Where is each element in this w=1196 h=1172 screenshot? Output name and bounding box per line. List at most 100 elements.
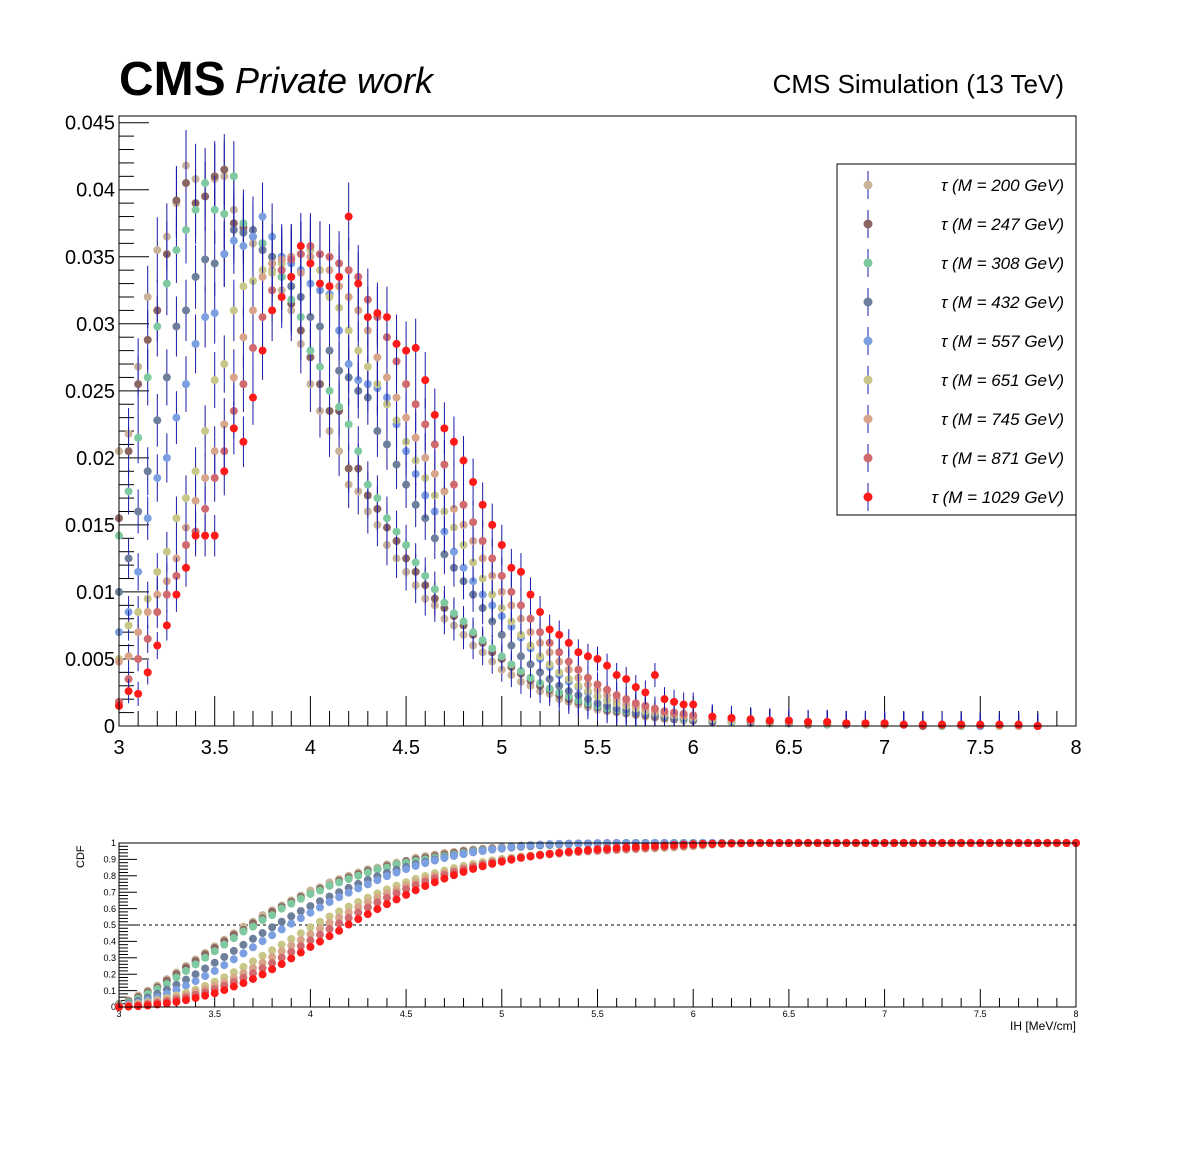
data-point	[373, 898, 382, 907]
data-point	[277, 904, 286, 913]
data-point	[593, 654, 602, 663]
data-point	[153, 608, 162, 617]
data-point	[258, 937, 267, 946]
legend-marker	[863, 375, 873, 385]
data-point	[325, 932, 334, 941]
data-point	[325, 386, 334, 395]
legend-label: τ (M = 871 GeV)	[941, 449, 1064, 468]
data-point	[650, 841, 659, 850]
data-point	[411, 343, 420, 352]
data-point	[478, 636, 487, 645]
legend-label: τ (M = 651 GeV)	[941, 371, 1064, 390]
data-point	[899, 720, 908, 729]
data-point	[229, 946, 238, 955]
data-point	[210, 531, 219, 540]
data-point	[162, 279, 171, 288]
data-point	[430, 585, 439, 594]
data-point	[440, 550, 449, 559]
data-point	[277, 947, 286, 956]
y-tick-label: 0.03	[76, 314, 115, 336]
data-point	[315, 937, 324, 946]
data-point	[545, 625, 554, 634]
data-point	[880, 719, 889, 728]
data-point	[172, 590, 181, 599]
data-point	[402, 380, 411, 389]
data-point	[392, 527, 401, 536]
top-series-group	[115, 129, 1042, 730]
cms-label: CMS	[119, 53, 226, 106]
data-point	[258, 970, 267, 979]
data-point	[497, 571, 506, 580]
series-8	[115, 182, 1042, 730]
data-point	[162, 547, 171, 556]
data-point	[153, 641, 162, 650]
bottom-panel: 3 3.5 4 4.5 5 5.5 6 6.5 7 7.5 8 0 0.1 0.2 0.3 0.4 0.5 0.6…	[75, 838, 1080, 1033]
data-point	[172, 413, 181, 422]
data-point	[239, 380, 248, 389]
data-point	[134, 628, 143, 637]
data-point	[459, 617, 468, 626]
data-point	[134, 608, 143, 617]
data-point	[277, 292, 286, 301]
data-point	[239, 949, 248, 958]
data-point	[354, 884, 363, 893]
data-point	[545, 840, 554, 849]
data-point	[421, 859, 430, 868]
data-point	[622, 843, 631, 852]
data-point	[172, 985, 181, 994]
data-point	[488, 644, 497, 653]
data-point	[143, 634, 152, 643]
data-point	[201, 972, 210, 981]
data-point	[239, 927, 248, 936]
data-point	[239, 962, 248, 971]
data-point	[449, 547, 458, 556]
data-point	[392, 889, 401, 898]
data-point	[784, 716, 793, 725]
data-point	[421, 420, 430, 429]
data-point	[402, 413, 411, 422]
data-point	[268, 952, 277, 961]
data-point	[258, 929, 267, 938]
data-point	[382, 893, 391, 902]
data-point	[268, 306, 277, 315]
data-point	[287, 941, 296, 950]
data-point	[344, 888, 353, 897]
y-tick-label: 0.035	[65, 247, 115, 269]
data-point	[325, 346, 334, 355]
data-point	[382, 373, 391, 382]
data-point	[440, 598, 449, 607]
data-point	[296, 242, 305, 251]
data-point	[497, 541, 506, 550]
data-point	[411, 886, 420, 895]
data-point	[306, 259, 315, 268]
data-point	[315, 897, 324, 906]
data-point	[344, 266, 353, 275]
data-point	[344, 360, 353, 369]
data-point	[421, 881, 430, 890]
data-point	[430, 878, 439, 887]
data-point	[459, 850, 468, 859]
data-point	[488, 590, 497, 599]
data-point	[402, 541, 411, 550]
data-point	[1014, 720, 1023, 729]
data-point	[134, 433, 143, 442]
data-point	[402, 865, 411, 874]
data-point	[335, 907, 344, 916]
data-point	[201, 991, 210, 1000]
data-point	[220, 952, 229, 961]
data-point	[555, 848, 564, 857]
data-point	[143, 335, 152, 344]
data-point	[536, 608, 545, 617]
data-point	[603, 685, 612, 694]
data-point	[335, 919, 344, 928]
data-point	[229, 373, 238, 382]
data-point	[612, 843, 621, 852]
data-point	[248, 934, 257, 943]
data-point	[248, 922, 257, 931]
data-point	[191, 531, 200, 540]
x-tick-label: 5.5	[591, 1009, 604, 1019]
data-point	[143, 373, 152, 382]
legend-entry: τ (M = 432 GeV)	[863, 288, 1064, 316]
y-tick-label: 0.015	[65, 515, 115, 537]
data-point	[382, 514, 391, 523]
